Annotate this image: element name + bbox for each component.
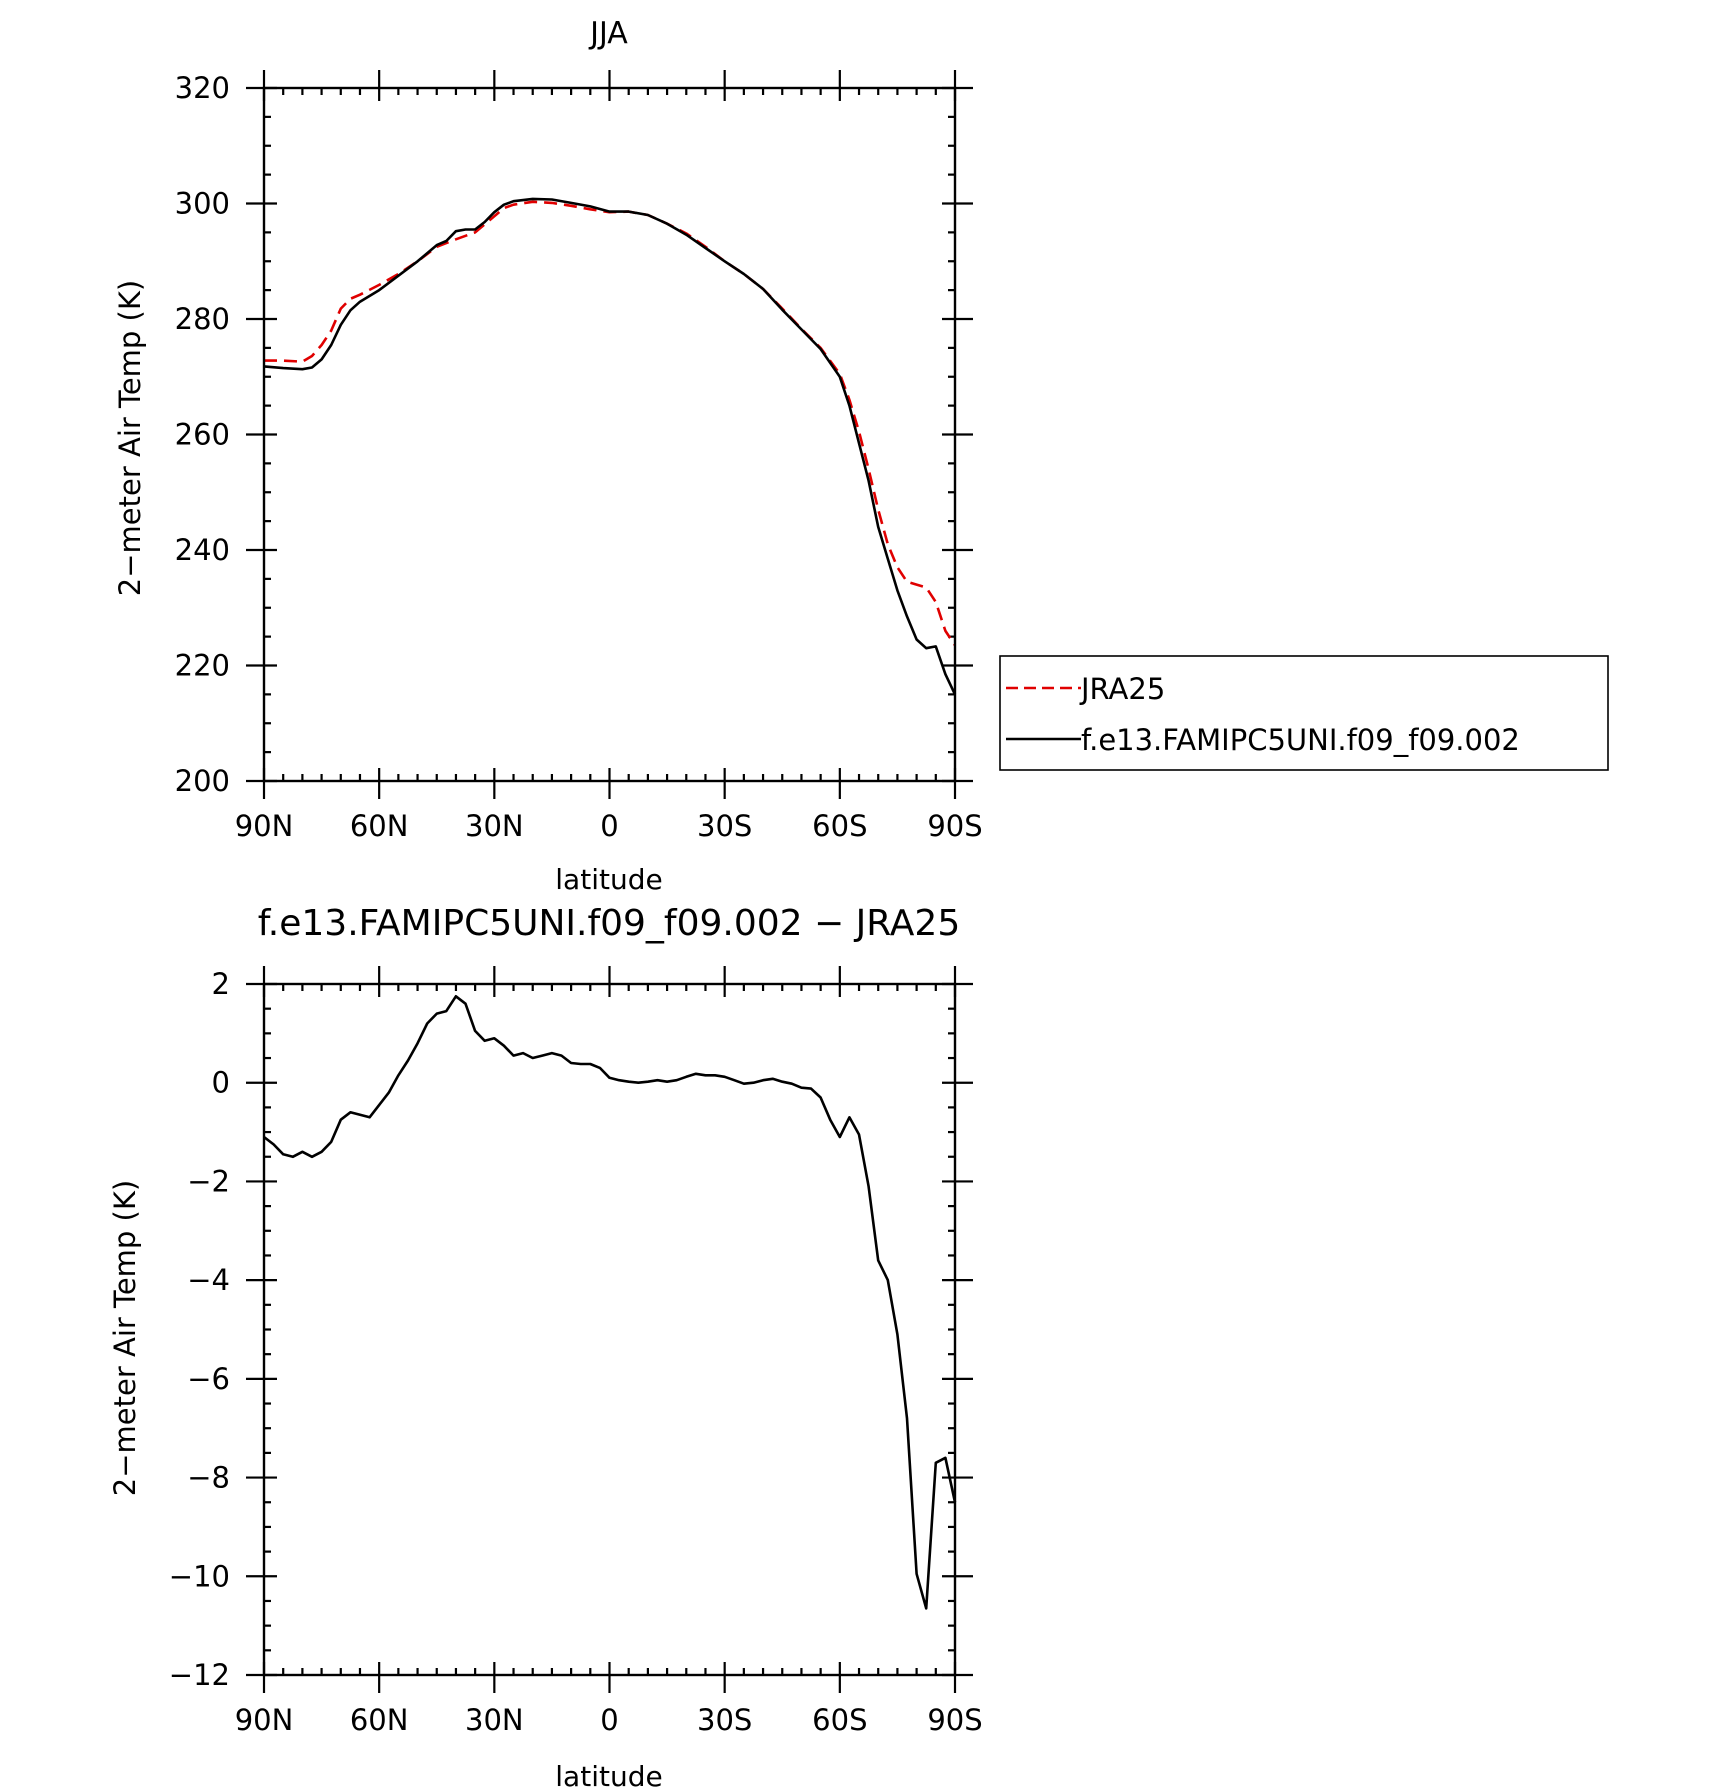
- x-tick-label: 90N: [235, 809, 294, 843]
- x-tick-label: 30S: [697, 1703, 752, 1737]
- y-tick-label: −12: [169, 1658, 230, 1692]
- legend-label-model: f.e13.FAMIPC5UNI.f09_f09.002: [1081, 723, 1520, 757]
- series-line-1: [263, 197, 957, 695]
- x-tick-label: 30N: [465, 809, 524, 843]
- series-line-0: [264, 200, 957, 647]
- y-tick-label: 240: [175, 533, 230, 567]
- panel-title: JJA: [588, 16, 628, 51]
- y-tick-label: 260: [175, 418, 230, 452]
- plot-frame: [262, 86, 957, 783]
- x-tick-label: 90S: [927, 1703, 982, 1737]
- y-tick-label: 280: [175, 302, 230, 336]
- x-axis-label: latitude: [555, 863, 662, 896]
- y-tick-label: 320: [175, 71, 230, 105]
- x-tick-label: 90N: [235, 1703, 294, 1737]
- y-tick-label: −6: [187, 1362, 230, 1396]
- legend: JRA25 f.e13.FAMIPC5UNI.f09_f09.002: [999, 655, 1609, 771]
- legend-label-jra25: JRA25: [1079, 672, 1165, 706]
- top-panel: JJA 90N 60N 30N 0 30S 60S 90S 200 220 240 260 280 30…: [113, 16, 1609, 896]
- y-axis-label: 2−meter Air Temp (K): [108, 1180, 142, 1496]
- x-tick-label: 0: [600, 809, 618, 843]
- x-tick-label: 60S: [812, 1703, 867, 1737]
- x-tick-label: 60N: [350, 1703, 409, 1737]
- y-tick-label: 200: [175, 764, 230, 798]
- y-tick-label: 0: [212, 1066, 230, 1100]
- y-tick-label: 2: [212, 967, 230, 1001]
- y-tick-label: 220: [175, 649, 230, 683]
- x-tick-label: 30N: [465, 1703, 524, 1737]
- y-tick-label: −2: [187, 1164, 230, 1198]
- plot-area: 90N 60N 30N 0 30S 60S 90S 200 220 240 260 280 300 320: [175, 70, 983, 843]
- legend-box: [999, 655, 1609, 771]
- bottom-panel: f.e13.FAMIPC5UNI.f09_f09.002 − JRA25 90N…: [108, 903, 983, 1789]
- panel-title: f.e13.FAMIPC5UNI.f09_f09.002 − JRA25: [258, 903, 960, 944]
- x-tick-label: 30S: [697, 809, 752, 843]
- y-tick-label: −4: [187, 1263, 230, 1297]
- y-tick-label: −10: [169, 1559, 230, 1593]
- plot-frame: [262, 982, 957, 1677]
- plot-area: 90N 60N 30N 0 30S 60S 90S −12 −10 −8 −6 −4 −2 0 2: [169, 966, 983, 1737]
- x-tick-label: 60N: [350, 809, 409, 843]
- x-tick-label: 0: [600, 1703, 618, 1737]
- series-line-0: [263, 994, 957, 1610]
- y-tick-label: −8: [187, 1461, 230, 1495]
- y-axis-label: 2−meter Air Temp (K): [113, 280, 147, 596]
- x-axis-label: latitude: [555, 1760, 662, 1789]
- x-tick-label: 90S: [927, 809, 982, 843]
- y-tick-label: 300: [175, 187, 230, 221]
- x-tick-label: 60S: [812, 809, 867, 843]
